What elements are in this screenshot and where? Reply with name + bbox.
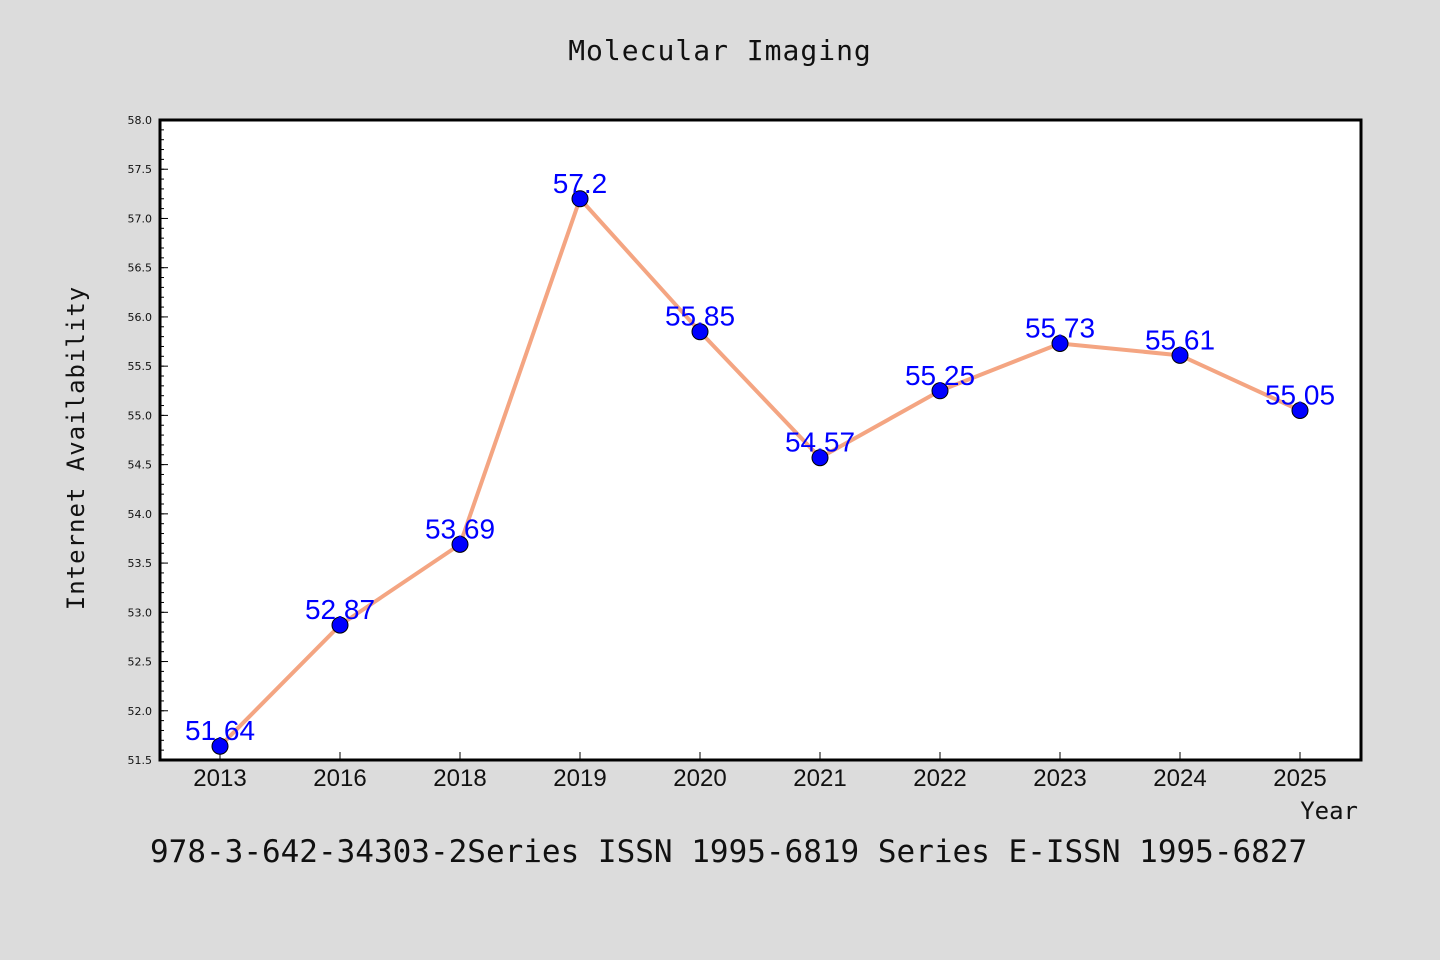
y-axis-ticks: 51.5 52.0 52.5 53.0 53.5 54.0 54.5 55.0 55.5 56.0… [128,114,168,767]
x-tick-label: 2018 [433,765,486,792]
data-point [811,449,829,467]
data-label: 55.73 [1025,313,1095,344]
x-tick-label: 2016 [313,765,366,792]
data-point [1291,401,1309,419]
data-label: 55.05 [1265,379,1335,410]
y-tick-label: 57.0 [128,212,153,225]
data-label: 54.57 [785,427,855,458]
data-labels: 51.64 52.87 53.69 57.2 55.85 54.57 55.25 55.73 5… [185,168,1335,746]
plot-frame [158,118,1363,762]
data-point [451,535,469,553]
y-tick-label: 53.5 [128,557,153,570]
data-label: 55.85 [665,301,735,332]
x-tick-label: 2023 [1033,765,1086,792]
footer-text: 978-3-642-34303-2Series ISSN 1995-6819 S… [150,834,1308,870]
data-label: 51.64 [185,715,255,746]
y-tick-label: 57.5 [128,163,153,176]
data-point [211,737,229,755]
x-tick-label: 2020 [673,765,726,792]
data-point [931,382,949,400]
y-tick-label: 51.5 [128,754,153,767]
x-tick-label: 2021 [793,765,846,792]
y-tick-label: 53.0 [128,606,153,619]
x-tick-label: 2013 [193,765,246,792]
y-tick-label: 56.5 [128,262,153,275]
data-label: 55.25 [905,360,975,391]
y-tick-label: 52.0 [128,705,153,718]
data-point [331,616,349,634]
data-point [691,323,709,341]
x-tick-label: 2025 [1273,765,1326,792]
data-point [571,190,589,208]
x-tick-label: 2019 [553,765,606,792]
y-tick-label: 54.5 [128,459,153,472]
y-tick-label: 52.5 [128,656,153,669]
data-point [1051,335,1069,353]
series-line [218,196,1301,748]
x-axis-label: Year [1300,797,1358,825]
data-point [1171,346,1189,364]
x-axis-ticks: 2013 2016 2018 2019 2020 2021 2022 2023 2024 2025 [193,752,1327,792]
y-tick-label: 55.0 [128,409,153,422]
data-label: 52.87 [305,594,375,625]
y-tick-label: 58.0 [128,114,153,127]
data-label: 57.2 [553,168,608,199]
plot-background [160,120,1361,760]
data-label: 55.61 [1145,324,1215,355]
series-group [211,190,1309,755]
data-label: 53.69 [425,513,495,544]
x-tick-label: 2024 [1153,765,1206,792]
x-tick-label: 2022 [913,765,966,792]
y-tick-label: 54.0 [128,508,153,521]
chart-title: Molecular Imaging [568,34,872,67]
y-tick-label: 56.0 [128,311,153,324]
y-tick-label: 55.5 [128,360,153,373]
